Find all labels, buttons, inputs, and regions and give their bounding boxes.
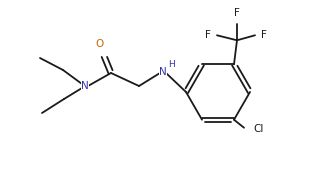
Text: Cl: Cl bbox=[253, 124, 263, 134]
Text: F: F bbox=[234, 8, 240, 18]
Text: N: N bbox=[81, 81, 89, 91]
Text: N: N bbox=[159, 67, 167, 77]
Text: H: H bbox=[168, 60, 175, 69]
Text: F: F bbox=[205, 30, 211, 40]
Text: F: F bbox=[261, 30, 267, 40]
Text: O: O bbox=[95, 39, 103, 49]
